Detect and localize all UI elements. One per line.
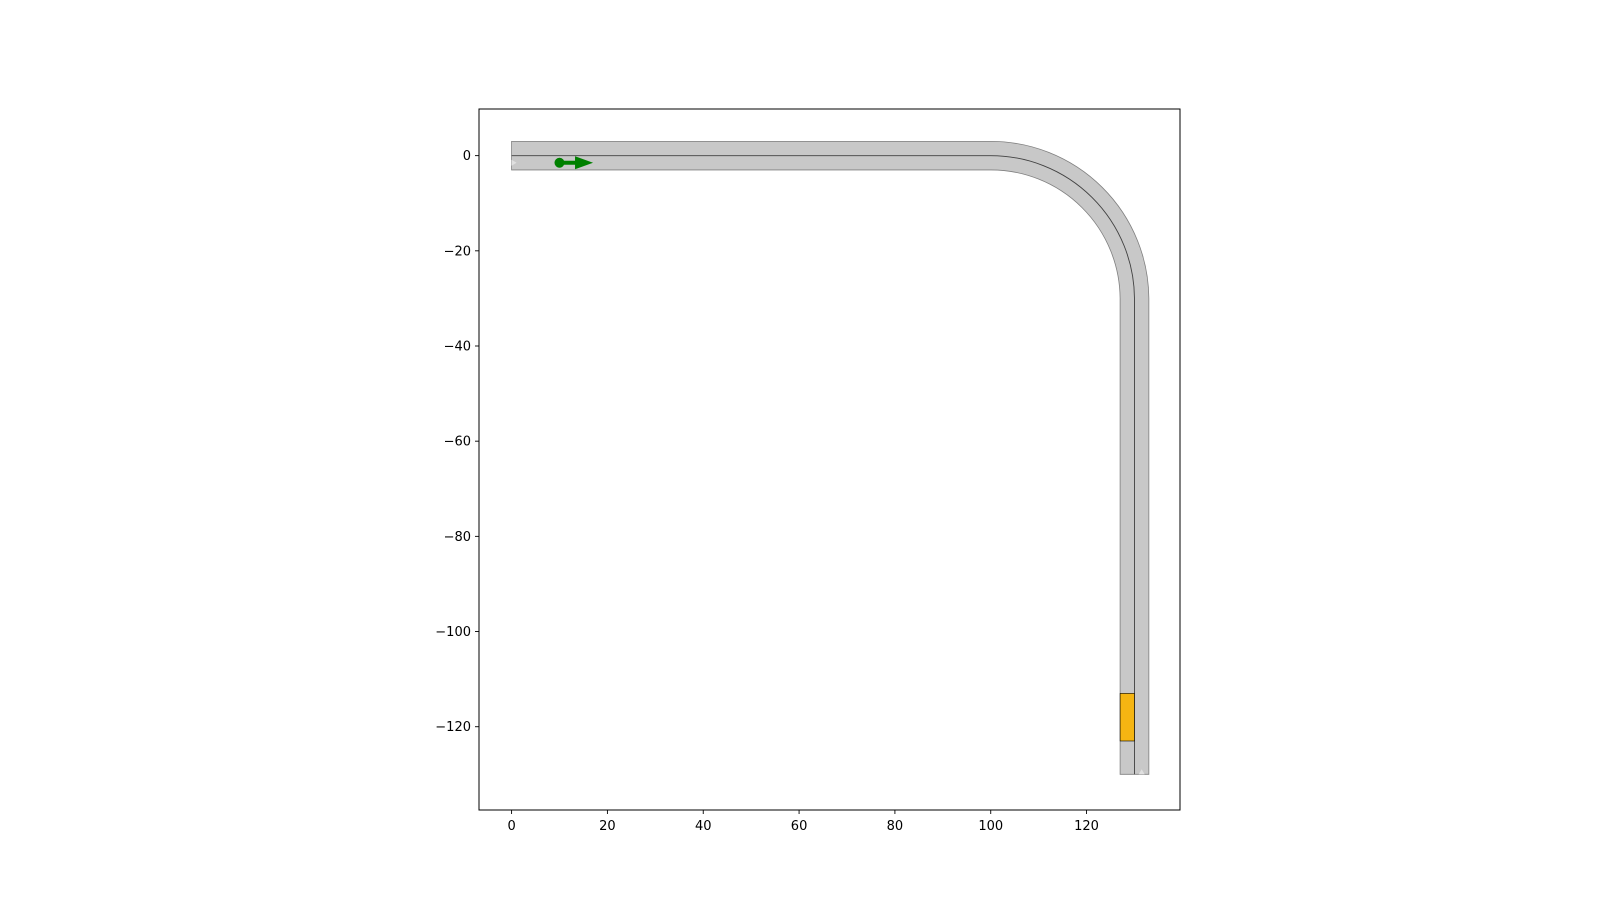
- x-tick-label: 20: [599, 819, 616, 834]
- y-axis: 0 −20 −40 −60 −80 −100 −120: [435, 149, 479, 735]
- vehicle-position-dot: [554, 157, 565, 168]
- x-tick-label: 100: [978, 819, 1003, 834]
- obstacle: [1119, 693, 1135, 742]
- road-layer: [511, 140, 1150, 775]
- x-tick-label: 80: [887, 819, 904, 834]
- vehicle-heading-arrow-icon: [575, 156, 594, 170]
- y-tick-label: −20: [444, 244, 471, 259]
- axes-frame: [478, 108, 1181, 811]
- y-tick-label: −40: [444, 339, 471, 354]
- y-tick-label: −60: [444, 435, 471, 450]
- y-tick-label: 0: [463, 149, 471, 164]
- road-end-arrow-icon: [1138, 769, 1145, 775]
- y-tick-label: −80: [444, 530, 471, 545]
- x-tick-label: 120: [1074, 819, 1099, 834]
- road-surface: [511, 140, 1150, 775]
- y-tick-label: −100: [435, 625, 471, 640]
- y-tick-label: −120: [435, 720, 471, 735]
- vehicle-marker: [554, 156, 594, 170]
- x-tick-label: 0: [507, 819, 515, 834]
- x-axis: 0 20 40 60 80 100 120: [507, 810, 1099, 834]
- road-start-arrow-icon: [511, 159, 517, 166]
- x-tick-label: 60: [791, 819, 808, 834]
- road-lane-line: [511, 155, 1135, 775]
- x-tick-label: 40: [695, 819, 712, 834]
